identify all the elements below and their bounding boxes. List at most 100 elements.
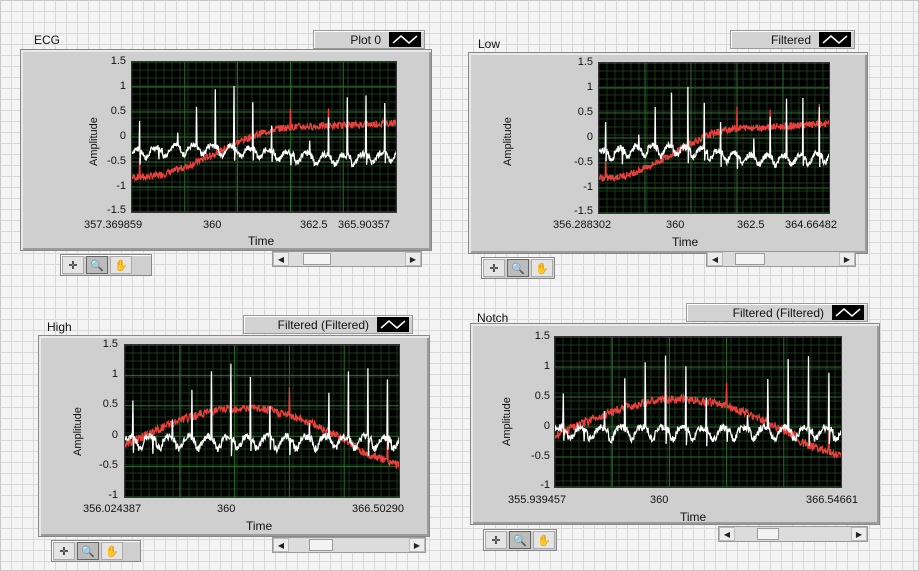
y-tick-label: -1.5 (107, 204, 126, 216)
plot-legend-label: Filtered (Filtered) (732, 305, 824, 320)
y-tick-label: -1 (583, 181, 593, 193)
left-arrow-icon[interactable]: ◀ (273, 252, 289, 266)
y-tick-label: -1.5 (574, 205, 593, 217)
y-tick-label: -0.5 (99, 459, 118, 471)
x-scrollbar[interactable]: ◀ ▶ (706, 251, 856, 267)
y-tick-label: 1.5 (577, 56, 593, 68)
x-tick-label: 366.50290 (352, 503, 404, 515)
x-tick-label: 360 (666, 219, 685, 231)
plot-line-style-icon (819, 32, 851, 47)
pan-hand-icon[interactable]: ✋ (533, 531, 555, 549)
plot-legend[interactable]: Plot 0 (313, 30, 425, 49)
plot-area[interactable] (554, 336, 842, 488)
x-tick-label: 360 (203, 219, 222, 231)
x-axis-label: Time (672, 235, 699, 249)
plot-legend[interactable]: Filtered (Filtered) (686, 303, 868, 322)
graph-title: ECG (34, 33, 61, 47)
x-tick-label: 355.939457 (508, 494, 567, 506)
plot-legend[interactable]: Filtered (730, 30, 855, 49)
series-line-white (125, 363, 399, 457)
graph-palette: ✛ 🔍 ✋ (481, 257, 555, 279)
crosshair-cursor-icon[interactable]: ✛ (62, 256, 84, 274)
x-tick-label: 360 (217, 503, 236, 515)
y-tick-label: -0.5 (574, 156, 593, 168)
y-tick-label: 0 (586, 131, 593, 143)
y-tick-label: 1.5 (110, 55, 126, 67)
series-line-red (599, 103, 829, 182)
series-line-red (555, 374, 841, 459)
pan-hand-icon[interactable]: ✋ (101, 542, 123, 560)
crosshair-cursor-icon[interactable]: ✛ (53, 542, 75, 560)
pan-hand-icon[interactable]: ✋ (531, 259, 553, 277)
x-scrollbar[interactable]: ◀ ▶ (718, 526, 868, 542)
plot-legend[interactable]: Filtered (Filtered) (243, 315, 413, 334)
x-tick-label: 366.54661 (806, 494, 858, 506)
y-tick-label: -1 (116, 180, 126, 192)
zoom-icon[interactable]: 🔍 (86, 256, 108, 274)
zoom-icon[interactable]: 🔍 (509, 531, 531, 549)
left-arrow-icon[interactable]: ◀ (719, 527, 735, 541)
plot-area[interactable] (124, 344, 400, 498)
right-arrow-icon[interactable]: ▶ (839, 252, 855, 266)
plot-canvas (555, 337, 841, 487)
y-axis-label: Amplitude (88, 117, 100, 166)
x-scrollbar[interactable]: ◀ ▶ (272, 251, 422, 267)
y-tick-label: -1 (540, 479, 550, 491)
series-line-white (599, 86, 829, 169)
y-tick-label: 1 (543, 360, 550, 372)
y-tick-label: 0.5 (577, 106, 593, 118)
left-arrow-icon[interactable]: ◀ (273, 538, 289, 552)
x-axis-label: Time (248, 234, 275, 248)
y-tick-label: -0.5 (107, 155, 126, 167)
x-scrollbar[interactable]: ◀ ▶ (272, 537, 426, 553)
y-tick-label: 1.5 (102, 338, 118, 350)
x-tick-label: 362.5 (300, 219, 328, 231)
x-axis-label: Time (680, 510, 707, 524)
y-tick-label: 0.5 (534, 390, 550, 402)
scrollbar-thumb[interactable] (735, 253, 765, 265)
x-tick-label: 362.5 (737, 219, 765, 231)
plot-area[interactable] (131, 61, 397, 213)
scrollbar-thumb[interactable] (309, 539, 333, 551)
plot-canvas (599, 63, 829, 213)
right-arrow-icon[interactable]: ▶ (409, 538, 425, 552)
x-tick-label: 357.369859 (84, 219, 143, 231)
right-arrow-icon[interactable]: ▶ (851, 527, 867, 541)
plot-canvas (132, 62, 396, 212)
x-tick-label: 365.90357 (338, 219, 390, 231)
series-line-white (132, 85, 396, 168)
x-tick-label: 364.66482 (785, 219, 837, 231)
graph-palette: ✛ 🔍 ✋ (60, 254, 152, 276)
x-tick-label: 356.288302 (553, 219, 612, 231)
zoom-icon[interactable]: 🔍 (507, 259, 529, 277)
crosshair-cursor-icon[interactable]: ✛ (485, 531, 507, 549)
y-tick-label: 1.5 (534, 330, 550, 342)
y-tick-label: 1 (119, 80, 126, 92)
plot-legend-label: Plot 0 (350, 32, 381, 47)
scrollbar-thumb[interactable] (757, 528, 779, 540)
y-axis-label: Amplitude (72, 407, 84, 456)
plot-line-style-icon (832, 305, 864, 320)
plot-line-style-icon (377, 317, 409, 332)
y-axis-label: Amplitude (501, 397, 513, 446)
scrollbar-thumb[interactable] (303, 253, 331, 265)
graph-palette: ✛ 🔍 ✋ (483, 529, 557, 551)
series-line-white (555, 355, 841, 447)
pan-hand-icon[interactable]: ✋ (110, 256, 132, 274)
y-tick-label: -0.5 (531, 450, 550, 462)
y-tick-label: 0 (543, 420, 550, 432)
left-arrow-icon[interactable]: ◀ (707, 252, 723, 266)
crosshair-cursor-icon[interactable]: ✛ (483, 259, 505, 277)
y-tick-label: 0.5 (110, 105, 126, 117)
zoom-icon[interactable]: 🔍 (77, 542, 99, 560)
y-tick-label: 1 (111, 368, 118, 380)
x-tick-label: 356.024387 (83, 503, 142, 515)
right-arrow-icon[interactable]: ▶ (405, 252, 421, 266)
y-tick-label: 1 (586, 81, 593, 93)
plot-legend-label: Filtered (770, 32, 811, 47)
y-axis-label: Amplitude (502, 117, 514, 166)
y-tick-label: 0 (119, 130, 126, 142)
series-line-red (132, 105, 396, 183)
plot-area[interactable] (598, 62, 830, 214)
y-tick-label: 0 (111, 429, 118, 441)
